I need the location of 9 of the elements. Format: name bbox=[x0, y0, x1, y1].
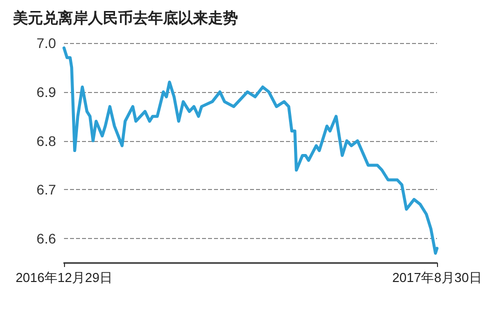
y-tick-label: 6.6 bbox=[36, 230, 56, 247]
y-tick-label: 6.9 bbox=[36, 84, 56, 100]
y-tick-label: 7.0 bbox=[36, 35, 56, 51]
x-tick-label: 2017年8月30日 bbox=[392, 270, 482, 285]
y-tick-label: 6.7 bbox=[36, 182, 56, 198]
line-series bbox=[62, 46, 438, 255]
y-tick-label: 6.8 bbox=[36, 132, 56, 149]
chart-title: 美元兑离岸人民币去年底以来走势 bbox=[12, 9, 238, 27]
x-tick-label: 2016年12月29日 bbox=[16, 270, 112, 285]
